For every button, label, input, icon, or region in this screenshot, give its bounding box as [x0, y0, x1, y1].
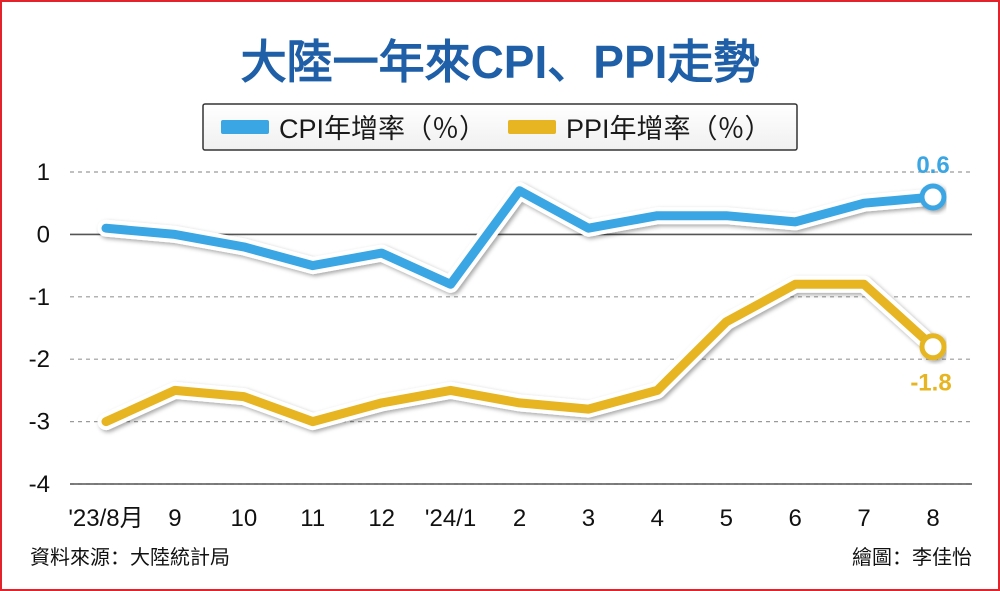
y-tick-label: -3 — [29, 409, 50, 436]
x-tick-label: 3 — [582, 505, 595, 532]
y-tick-label: -4 — [29, 471, 50, 498]
x-tick-label: 5 — [720, 505, 733, 532]
grid-lines — [70, 171, 972, 485]
chart-title: 大陸一年來CPI、PPI走勢 — [241, 36, 760, 88]
x-tick-label: '24/1 — [425, 505, 476, 532]
x-tick-label: 10 — [230, 505, 257, 532]
series-1: -1.8 — [97, 275, 952, 431]
series-line — [101, 279, 938, 427]
credit-note: 繪圖：李佳怡 — [852, 546, 972, 569]
y-tick-label: -2 — [29, 346, 50, 373]
series-end-marker — [919, 333, 947, 361]
y-tick-label: 1 — [37, 159, 50, 186]
legend-swatch-ppi — [508, 120, 556, 134]
legend-box — [202, 103, 798, 151]
line-chart: 大陸一年來CPI、PPI走勢 CPI年增率（％） PPI年增率（％） 10-1-… — [29, 36, 972, 569]
legend-label-ppi: PPI年增率（％） — [566, 114, 772, 144]
x-tick-label: 9 — [168, 505, 181, 532]
x-tick-label: 12 — [368, 505, 395, 532]
y-axis: 1 0 -1 -2 -3 -4 — [29, 159, 50, 498]
x-tick-label: 11 — [300, 505, 325, 532]
y-tick-label: -1 — [29, 284, 50, 311]
series-end-marker — [919, 183, 947, 211]
y-tick-label: 0 — [37, 221, 50, 248]
source-note: 資料來源：大陸統計局 — [30, 546, 230, 569]
legend: CPI年增率（％） PPI年增率（％） — [202, 103, 798, 151]
x-tick-label: 8 — [926, 505, 939, 532]
x-tick-label: 2 — [513, 505, 526, 532]
legend-label-cpi: CPI年增率（％） — [279, 114, 486, 144]
series-line — [101, 186, 938, 289]
x-tick-label: 7 — [857, 505, 870, 532]
chart-panel: 大陸一年來CPI、PPI走勢 CPI年增率（％） PPI年增率（％） 1 0 -1-… — [8, 8, 992, 583]
x-tick-label: 6 — [788, 505, 801, 532]
series-end-label: -1.8 — [910, 370, 951, 397]
x-tick-label: 4 — [651, 505, 664, 532]
series-end-label: 0.6 — [916, 152, 949, 179]
series-0: 0.6 — [97, 152, 950, 293]
legend-swatch-cpi — [221, 120, 269, 134]
x-tick-label: '23/8月 — [68, 505, 143, 532]
plot-area: 0.6 -1.8 — [97, 152, 952, 431]
x-axis: '23/8月 9 10 11 12 '24/1 2 3 4 5 6 7 8 — [68, 505, 939, 532]
series-line-halo — [97, 182, 942, 293]
